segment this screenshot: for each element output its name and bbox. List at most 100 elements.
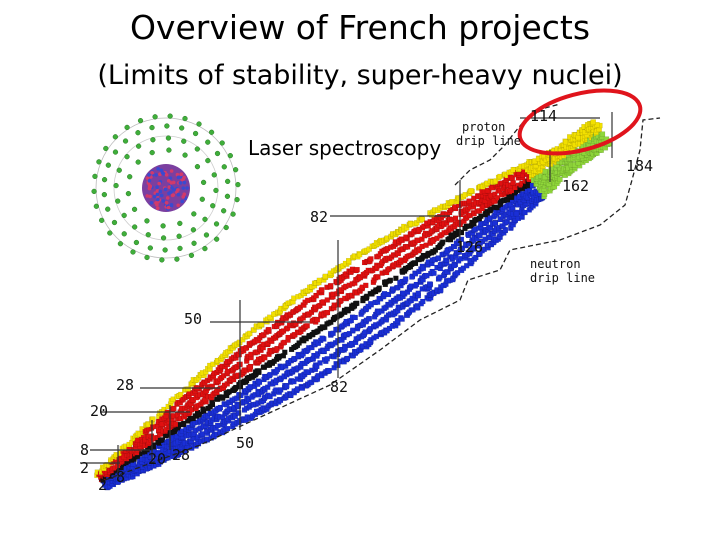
electron-dot	[213, 221, 220, 227]
neutron-drip-line	[104, 117, 661, 481]
nuclide-cell	[317, 360, 323, 366]
nucleon-dot	[149, 201, 154, 205]
nuclide-cell	[267, 393, 273, 400]
nuclide-cell	[435, 255, 442, 261]
neutron-magic-label-126: 126	[456, 238, 483, 256]
nuclide-cell	[557, 176, 563, 183]
electron-dot	[117, 241, 124, 247]
neutron-drip-label-line1: neutron	[530, 257, 581, 271]
nuclide-cell	[319, 335, 325, 341]
nuclide-cell	[247, 330, 253, 337]
nuclide-cell	[484, 187, 491, 194]
nuclide-cell	[430, 238, 436, 245]
nuclide-cell	[468, 188, 474, 194]
electron-dot	[162, 247, 168, 253]
nucleon-dot	[165, 196, 170, 200]
electron-dot	[93, 203, 100, 209]
electron-dot	[208, 129, 215, 135]
nucleon-dot	[171, 193, 176, 197]
nucleon-dot	[169, 169, 174, 173]
nuclide-cell	[200, 406, 206, 412]
nucleon-dot	[166, 178, 171, 183]
nuclide-cell	[491, 198, 497, 204]
electron-dot	[176, 233, 182, 239]
nuclide-cell	[215, 422, 221, 429]
neutron-magic-label-8: 8	[116, 468, 125, 486]
electron-dot	[221, 208, 227, 214]
nucleon-dot	[161, 172, 166, 176]
magic-lines	[80, 112, 613, 478]
electron-dot	[179, 125, 185, 131]
nuclide-cell	[473, 254, 479, 261]
neutron-magic-label-162: 162	[562, 177, 589, 195]
nuclide-cell	[452, 215, 459, 221]
electron-dot	[99, 217, 105, 224]
electron-dot	[182, 152, 188, 158]
nuclide-cell	[266, 326, 272, 333]
nucleon-dot	[176, 188, 180, 192]
nuclide-cell	[285, 334, 291, 341]
proton-magic-label-2: 2	[80, 459, 89, 477]
nucleon-dot	[155, 192, 160, 197]
nucleon-dot	[156, 197, 160, 202]
nuclide-cell	[314, 317, 321, 323]
nuclide-cell	[328, 319, 334, 325]
electron-dot	[101, 191, 108, 198]
nucleon-dot	[148, 194, 152, 199]
electron-dot	[152, 114, 158, 120]
nuclide-cell	[376, 285, 382, 291]
drip-line-labels: proton drip line neutron drip line	[456, 120, 595, 285]
nuclide-cell	[393, 275, 399, 281]
proton-magic-label-20: 20	[90, 402, 108, 420]
nucleon-dot	[180, 199, 185, 204]
electron-dot	[181, 138, 187, 144]
electron-dot	[203, 232, 210, 238]
nuclide-cell	[449, 199, 455, 205]
proton-magic-label-28: 28	[116, 376, 134, 394]
electron-dot	[149, 124, 155, 131]
nuclide-cell	[324, 297, 330, 303]
nuclide-cell	[185, 386, 191, 392]
electron-dot	[177, 220, 183, 227]
nuclide-cell	[217, 404, 224, 411]
nuclide-cell	[224, 425, 231, 432]
nuclide-cell	[459, 245, 466, 251]
electron-dot	[135, 159, 141, 165]
electron-dot	[135, 143, 142, 149]
neutron-magic-label-20: 20	[148, 450, 166, 468]
nuclide-cell	[196, 411, 203, 417]
electron-dot	[144, 218, 150, 224]
proton-drip-label-line1: proton	[462, 120, 505, 134]
nuclide-cell	[199, 431, 206, 437]
laser-spectroscopy-label: Laser spectroscopy	[248, 136, 442, 160]
nuclide-cell	[493, 178, 499, 184]
nucleon-dot	[170, 185, 174, 190]
nucleon-dot	[145, 176, 150, 180]
proton-magic-label-114: 114	[530, 107, 557, 125]
nucleon-dot	[179, 172, 183, 177]
nucleon-dot	[178, 181, 183, 185]
nuclide-cell	[510, 167, 516, 173]
nuclide-cell	[594, 122, 600, 128]
nuclide-cell	[220, 395, 226, 401]
electron-dot	[235, 181, 241, 188]
electron-dot	[112, 134, 119, 140]
electron-dot	[164, 123, 170, 129]
electron-dot	[199, 196, 205, 202]
nucleon-dot	[145, 194, 150, 198]
electron-dot	[127, 174, 133, 180]
nuclide-cell	[432, 247, 439, 253]
nucleon-dot	[154, 173, 158, 177]
nuclide-cell	[419, 216, 426, 223]
electron-dot	[232, 167, 239, 173]
nucleon-dot	[164, 172, 169, 177]
electron-dot	[124, 124, 130, 131]
nucleon-dot	[176, 175, 181, 180]
nuclide-cell	[346, 258, 352, 264]
electron-dot	[224, 193, 231, 199]
electron-dot	[132, 224, 138, 230]
neutron-magic-label-50: 50	[236, 434, 254, 452]
nucleon-dot	[168, 176, 173, 180]
nuclide-cell	[350, 327, 356, 333]
electron-dot	[194, 146, 200, 152]
